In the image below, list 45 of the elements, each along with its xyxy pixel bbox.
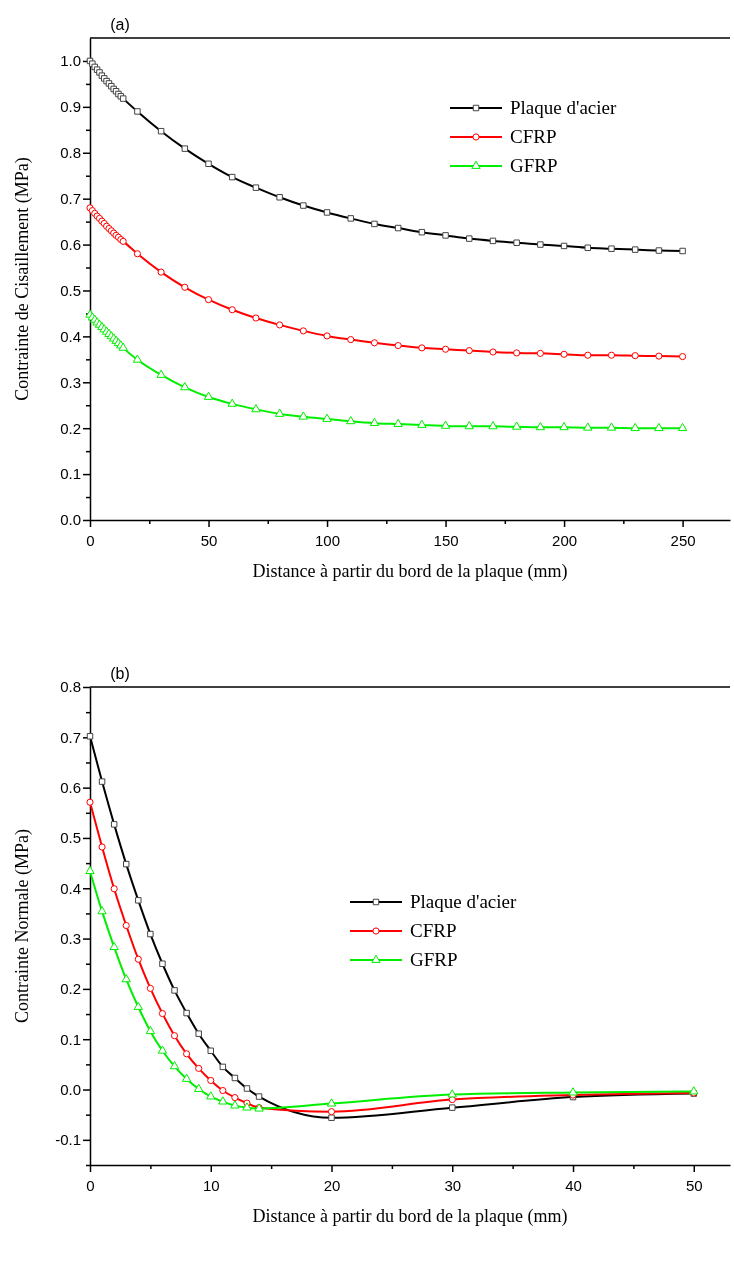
x-tick-label: 20 [323,1176,341,1194]
y-tick-label: 0.4 [60,879,81,897]
x-tick-label: 50 [685,1176,703,1194]
y-tick-label: 1.0 [60,52,81,70]
x-tick-label: 40 [565,1176,582,1194]
y-tick-label: 0.1 [60,465,81,483]
y-tick-label: -0.1 [55,1131,81,1149]
y-tick-label: 0.5 [60,281,81,299]
y-tick-label: 0.4 [60,327,81,345]
y-tick-label: 0.3 [60,373,81,391]
x-tick-label: 50 [200,531,218,549]
legend-label: GFRP [510,155,558,176]
y-axis-title: Contrainte de Cisaillement (MPa) [12,157,33,401]
legend-label: Plaque d'acier [510,97,617,118]
y-axis-title: Contrainte Normale (MPa) [12,829,33,1023]
x-tick-label: 30 [444,1176,462,1194]
legend-label: CFRP [410,920,457,941]
x-axis-title: Distance à partir du bord de la plaque (mm) [252,1206,568,1227]
y-tick-label: 0.7 [60,728,81,746]
legend-label: GFRP [410,949,458,970]
y-tick-label: 0.7 [60,189,81,207]
x-tick-label: 250 [670,531,696,549]
y-tick-label: 0.0 [60,511,81,529]
x-axis-title: Distance à partir du bord de la plaque (mm) [252,561,568,582]
x-tick-label: 150 [433,531,459,549]
y-tick-label: 0.6 [60,235,81,253]
y-tick-label: 0.8 [60,678,81,696]
y-tick-label: 0.0 [60,1080,81,1098]
x-tick-label: 100 [315,531,341,549]
y-tick-label: 0.3 [60,929,81,947]
y-tick-label: 0.9 [60,98,81,116]
y-tick-label: 0.6 [60,778,81,796]
y-tick-label: 0.2 [60,419,81,437]
y-tick-label: 0.8 [60,144,81,162]
y-tick-label: 0.1 [60,1030,81,1048]
chart-title: (a) [110,16,130,33]
x-tick-label: 10 [202,1176,220,1194]
legend-label: Plaque d'acier [410,891,517,912]
x-tick-label: 0 [86,1176,95,1194]
x-tick-label: 200 [552,531,578,549]
y-tick-label: 0.2 [60,980,81,998]
x-tick-label: 0 [86,531,95,549]
y-tick-label: 0.5 [60,829,81,847]
chart-title: (b) [110,665,130,682]
legend-label: CFRP [510,126,557,147]
